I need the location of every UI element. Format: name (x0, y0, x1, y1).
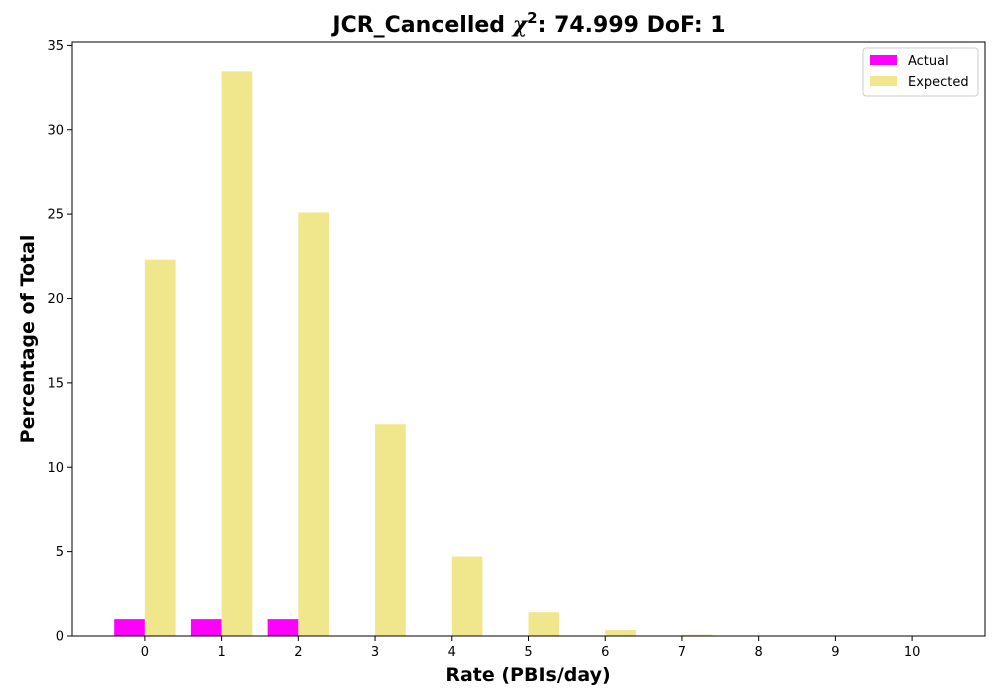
chart-title-suffix: : 74.999 DoF: 1 (538, 13, 726, 38)
bar-expected-3 (375, 424, 406, 636)
bar-expected-5 (528, 612, 560, 636)
x-tick-label: 5 (524, 645, 532, 660)
plot-frame (71, 41, 986, 637)
bar-expected-0 (144, 259, 176, 636)
x-tick-label: 9 (831, 645, 839, 660)
bar-expected-4 (451, 556, 483, 636)
x-tick-label: 2 (294, 645, 302, 660)
bar-actual-2 (267, 619, 299, 636)
chart-title: JCR_Cancelled χ2: 74.999 DoF: 1 (330, 9, 725, 38)
x-tick-label: 8 (755, 645, 763, 660)
x-tick-label: 6 (601, 645, 609, 660)
legend-swatch-actual (870, 55, 897, 65)
chart-title-superscript: 2 (527, 9, 537, 27)
x-tick-label: 3 (371, 645, 379, 660)
y-tick-label: 35 (47, 39, 64, 54)
y-tick-label: 15 (47, 376, 64, 391)
legend-label-expected: Expected (908, 75, 969, 90)
x-tick-label: 4 (448, 645, 456, 660)
bar-expected-1 (221, 71, 253, 637)
x-tick-label: 0 (141, 645, 149, 660)
legend-swatch-expected (870, 76, 897, 86)
bar-expected-7 (681, 634, 713, 636)
legend-label-actual: Actual (908, 54, 949, 69)
x-ticks-group: 0 1 2 3 4 5 6 7 8 9 10 (141, 636, 921, 660)
y-axis-label: Percentage of Total (17, 235, 39, 444)
x-tick-label: 1 (217, 645, 225, 660)
y-tick-label: 5 (56, 545, 64, 560)
x-tick-label: 10 (904, 645, 921, 660)
legend: Actual Expected (862, 47, 979, 97)
y-tick-label: 10 (47, 461, 64, 476)
x-axis-label: Rate (PBIs/day) (445, 664, 610, 686)
chart-title-prefix: JCR_Cancelled (330, 13, 512, 38)
bar-actual-0 (114, 619, 145, 636)
y-tick-label: 0 (56, 630, 64, 645)
bar-expected-2 (298, 212, 330, 636)
y-tick-label: 30 (47, 123, 64, 138)
y-tick-label: 25 (47, 208, 64, 223)
x-tick-label: 7 (678, 645, 686, 660)
y-tick-label: 20 (47, 292, 64, 307)
y-ticks-group: 0 5 10 15 20 25 30 35 (47, 39, 72, 645)
bar-actual-1 (190, 619, 222, 636)
bar-expected-6 (605, 630, 636, 636)
bars-group (114, 71, 790, 637)
chart-title-chi: χ (511, 12, 529, 38)
